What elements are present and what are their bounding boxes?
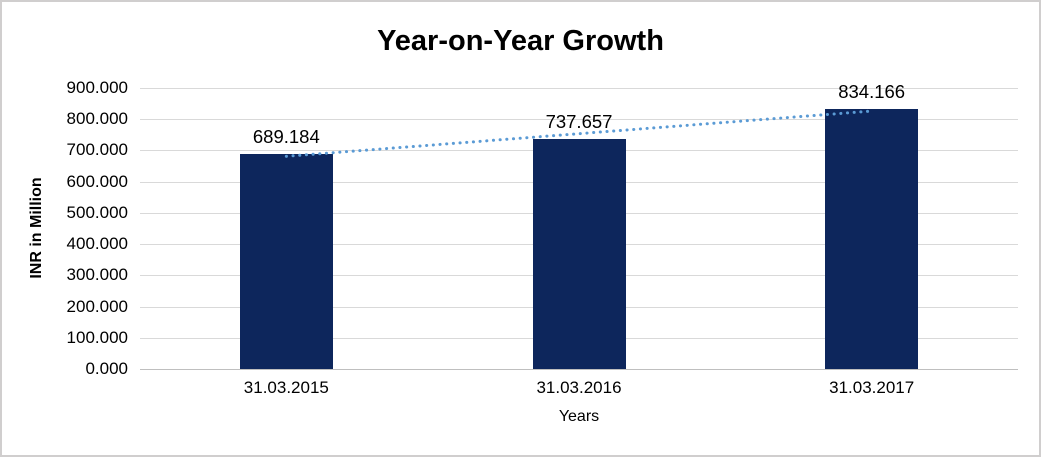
gridline (140, 88, 1018, 89)
bar (532, 138, 626, 369)
y-tick-label: 500.000 (66, 202, 128, 222)
y-tick-label: 600.000 (66, 171, 128, 191)
x-axis-title: Years (558, 408, 600, 425)
bar (825, 108, 919, 369)
x-axis-line (140, 369, 1018, 370)
x-tick-label: 31.03.2016 (536, 378, 622, 397)
chart-title: Year-on-Year Growth (377, 25, 664, 57)
y-tick-label: 100.000 (66, 327, 128, 347)
y-tick-label: 300.000 (66, 265, 128, 285)
y-axis-title: INR in Million (28, 177, 45, 279)
bar-value-label: 689.184 (252, 125, 320, 147)
x-tick-label: 31.03.2017 (829, 378, 915, 397)
y-tick-label: 200.000 (66, 296, 128, 316)
y-tick-label: 800.000 (66, 109, 128, 129)
bar-value-label: 834.166 (838, 80, 906, 102)
y-tick-label: 900.000 (66, 78, 128, 97)
y-tick-label: 700.000 (66, 140, 128, 160)
bar-value-label: 737.657 (545, 110, 613, 132)
y-tick-label: 400.000 (66, 234, 128, 254)
bar (239, 153, 333, 369)
x-tick-label: 31.03.2015 (243, 378, 329, 397)
y-tick-label: 0.000 (85, 359, 128, 378)
